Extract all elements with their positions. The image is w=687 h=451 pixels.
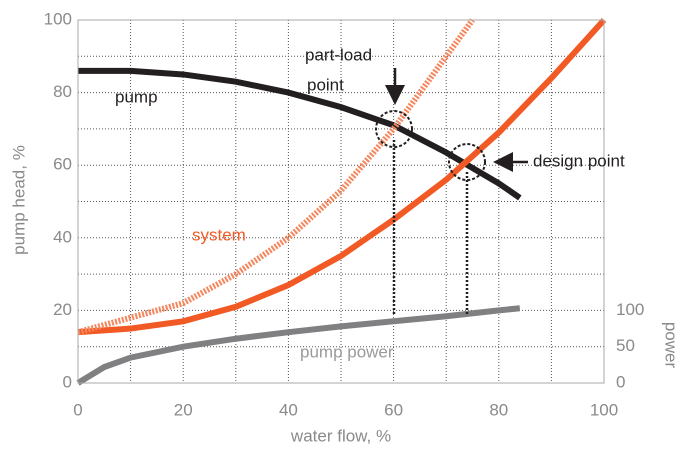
series-line [77, 17, 607, 336]
x-tick-label: 0 [73, 400, 82, 419]
part-load-circle [375, 110, 413, 148]
series-label: system [192, 225, 246, 244]
series-line [76, 305, 521, 386]
series-label: pump [115, 87, 158, 106]
marks [76, 17, 607, 386]
annotation: part-load [305, 45, 372, 64]
y-tick-label: 20 [53, 300, 72, 319]
y-axis-label: pump head, % [9, 145, 28, 255]
y2-axis-label: power [662, 322, 681, 369]
y-tick-label: 100 [44, 9, 72, 28]
y-tick-label: 60 [53, 155, 72, 174]
x-tick-label: 100 [590, 400, 618, 419]
y2-tick-label: 50 [616, 336, 635, 355]
y-tick-label: 40 [53, 227, 72, 246]
plot-frame [77, 19, 605, 384]
x-tick-label: 80 [489, 400, 508, 419]
annotation: design point [533, 151, 625, 170]
x-axis-label: water flow, % [290, 426, 391, 445]
x-tick-label: 60 [384, 400, 403, 419]
y-tick-label: 80 [53, 82, 72, 101]
y2-tick-label: 100 [616, 300, 644, 319]
y-tick-label: 0 [63, 372, 72, 391]
x-tick-label: 20 [174, 400, 193, 419]
y2-tick-label: 0 [616, 372, 625, 391]
design-circle [448, 143, 486, 181]
series-label: pump power [300, 342, 394, 361]
series-line [78, 67, 522, 201]
x-tick-label: 40 [279, 400, 298, 419]
annotation: point [307, 75, 344, 94]
grid [78, 20, 604, 383]
series-line [77, 18, 475, 336]
